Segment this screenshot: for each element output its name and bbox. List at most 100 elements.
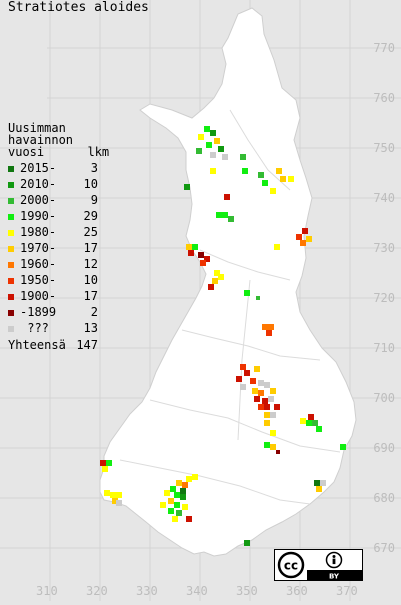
observation-square xyxy=(186,476,192,482)
legend-swatch xyxy=(8,182,14,188)
observation-square xyxy=(258,380,264,386)
observation-square xyxy=(270,430,276,436)
observation-square xyxy=(116,492,122,498)
legend-header-line-2: havainnon xyxy=(8,133,74,147)
observation-square xyxy=(254,366,260,372)
legend-row: 2010- 10 xyxy=(8,176,98,192)
grid-label-370: 370 xyxy=(336,584,358,598)
observation-square xyxy=(160,502,166,508)
observation-square xyxy=(316,426,322,432)
observation-square xyxy=(262,398,268,404)
legend-row: 1950- 10 xyxy=(8,272,98,288)
observation-square xyxy=(214,138,220,144)
observation-square xyxy=(242,168,248,174)
observation-square xyxy=(186,516,192,522)
legend-row: 1960- 12 xyxy=(8,256,98,272)
observation-square xyxy=(244,540,250,546)
observation-square xyxy=(314,480,320,486)
legend-label: 1970- xyxy=(20,241,57,255)
grid-label-310: 310 xyxy=(36,584,58,598)
grid-label-700: 700 xyxy=(373,391,395,405)
observation-square xyxy=(316,486,322,492)
legend-count: 12 xyxy=(83,257,98,271)
legend-count: 17 xyxy=(83,289,98,303)
observation-square xyxy=(250,378,256,384)
observation-square xyxy=(312,420,318,426)
observation-square xyxy=(306,420,312,426)
observation-square xyxy=(270,188,276,194)
legend-label: 1980- xyxy=(20,225,57,239)
legend-swatch xyxy=(8,294,14,300)
grid-label-340: 340 xyxy=(186,584,208,598)
legend-swatch xyxy=(8,278,14,284)
observation-square xyxy=(264,382,270,388)
grid-label-330: 330 xyxy=(136,584,158,598)
observation-square xyxy=(266,330,272,336)
observation-square xyxy=(182,504,188,510)
observation-square xyxy=(200,260,206,266)
legend-count: 2 xyxy=(90,305,98,319)
observation-square xyxy=(274,404,280,410)
observation-square xyxy=(254,396,260,402)
observation-square xyxy=(264,442,270,448)
grid-label-350: 350 xyxy=(236,584,258,598)
observation-square xyxy=(218,146,224,152)
legend-swatch xyxy=(8,326,14,332)
grid-label-730: 730 xyxy=(373,241,395,255)
observation-square xyxy=(168,508,174,514)
legend-label: 2015- xyxy=(20,161,57,175)
legend-count: 10 xyxy=(83,177,98,191)
observation-square xyxy=(252,388,258,394)
cc-by-badge[interactable]: cc BY xyxy=(274,549,363,581)
observation-square xyxy=(164,490,170,496)
observation-square xyxy=(184,184,190,190)
observation-square xyxy=(240,364,246,370)
observation-square xyxy=(176,510,182,516)
grid-label-760: 760 xyxy=(373,91,395,105)
legend-row: 2000- 9 xyxy=(8,192,98,208)
legend-header-line-3: vuosi lkm xyxy=(8,145,110,159)
observation-square xyxy=(306,236,312,242)
observation-square xyxy=(258,390,264,396)
legend-swatch xyxy=(8,310,14,316)
legend-label: 1990- xyxy=(20,209,57,223)
observation-square xyxy=(186,244,192,250)
observation-square xyxy=(228,216,234,222)
observation-square xyxy=(280,176,286,182)
observation-square xyxy=(176,480,182,486)
grid-label-360: 360 xyxy=(286,584,308,598)
grid-label-670: 670 xyxy=(373,541,395,555)
observation-square xyxy=(274,244,280,250)
observation-square xyxy=(104,490,110,496)
observation-square xyxy=(102,466,108,472)
observation-square xyxy=(198,252,204,258)
observation-square xyxy=(264,420,270,426)
legend-count: 10 xyxy=(83,273,98,287)
observation-square xyxy=(224,194,230,200)
legend-header-line-1: Uusimman xyxy=(8,121,66,135)
legend-swatch xyxy=(8,230,14,236)
observation-square xyxy=(320,480,326,486)
map-legend: Uusimman havainnon vuosi lkm 2015- 3 2010-… xyxy=(8,122,109,353)
observation-markers xyxy=(100,126,346,546)
legend-label: -1899 xyxy=(20,305,57,319)
observation-square xyxy=(218,274,224,280)
observation-square xyxy=(302,228,308,234)
observation-square xyxy=(182,482,188,488)
observation-square xyxy=(174,502,180,508)
grid-label-710: 710 xyxy=(373,341,395,355)
legend-total-count: 147 xyxy=(76,338,98,352)
legend-label: 1950- xyxy=(20,273,57,287)
observation-square xyxy=(180,494,186,500)
legend-row: -1899 2 xyxy=(8,304,98,320)
observation-square xyxy=(300,240,306,246)
observation-square xyxy=(236,376,242,382)
legend-swatch xyxy=(8,246,14,252)
legend-count: 13 xyxy=(83,321,98,335)
observation-square xyxy=(112,498,118,504)
observation-square xyxy=(212,278,218,284)
grid-label-690: 690 xyxy=(373,441,395,455)
observation-square xyxy=(270,412,276,418)
